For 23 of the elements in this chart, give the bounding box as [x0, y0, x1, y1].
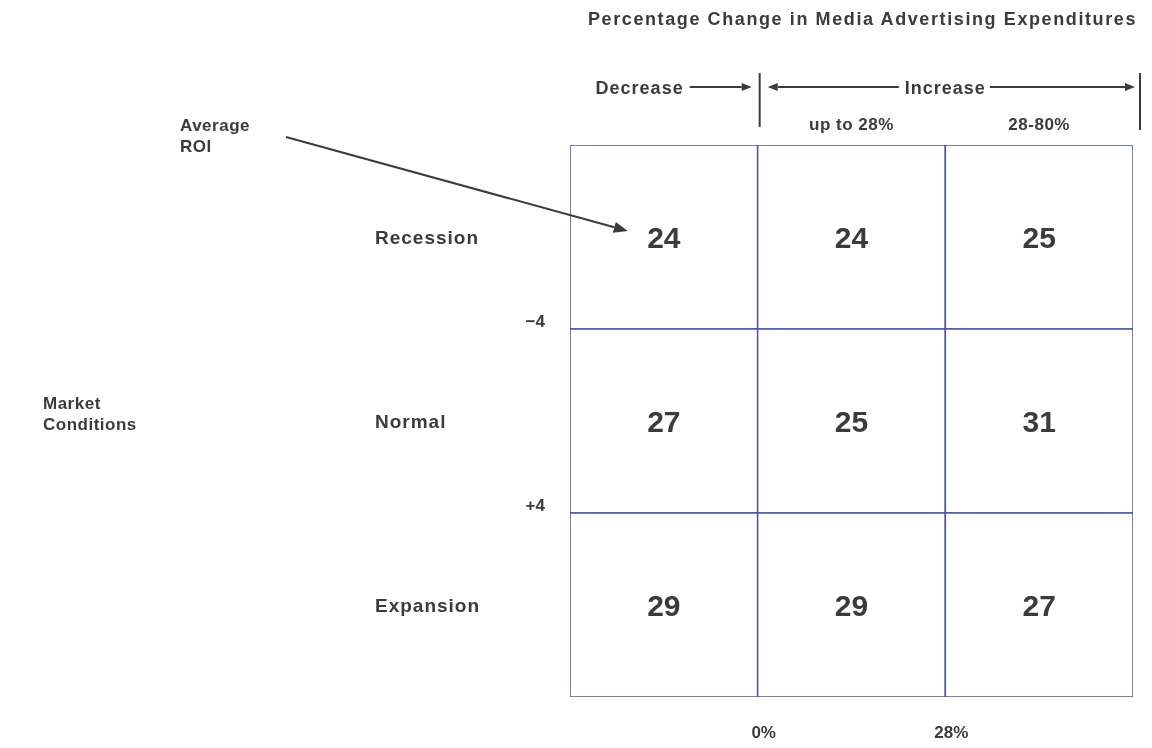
data-label: 29: [834, 588, 869, 622]
data-label: 25: [834, 404, 869, 438]
x-axis-title: Percentage Change in Media Advertising Expenditures: [587, 9, 1137, 29]
data-label: 24: [647, 220, 681, 254]
y-tick-label: Recession: [375, 226, 480, 248]
data-label: 27: [1022, 588, 1056, 622]
text: +4: [525, 496, 546, 515]
data-label: 25: [1022, 220, 1056, 254]
text: Increase: [904, 78, 986, 98]
y-tick-label: Expansion: [375, 594, 481, 616]
data-label: 29: [647, 588, 681, 622]
data-label: 24: [834, 220, 869, 254]
text: Average ROI: [180, 116, 256, 156]
data-label: 27: [647, 404, 681, 438]
text: Decrease: [595, 78, 684, 98]
x-tick-label: up to 28%: [809, 115, 894, 134]
text: 28%: [934, 723, 969, 742]
y-tick-label: Normal: [375, 410, 447, 432]
x-tick-label: 28-80%: [1008, 115, 1070, 134]
text: Market Conditions: [43, 394, 137, 434]
text: −4: [525, 312, 546, 331]
text: 0%: [751, 723, 776, 742]
data-label: 31: [1022, 404, 1056, 438]
